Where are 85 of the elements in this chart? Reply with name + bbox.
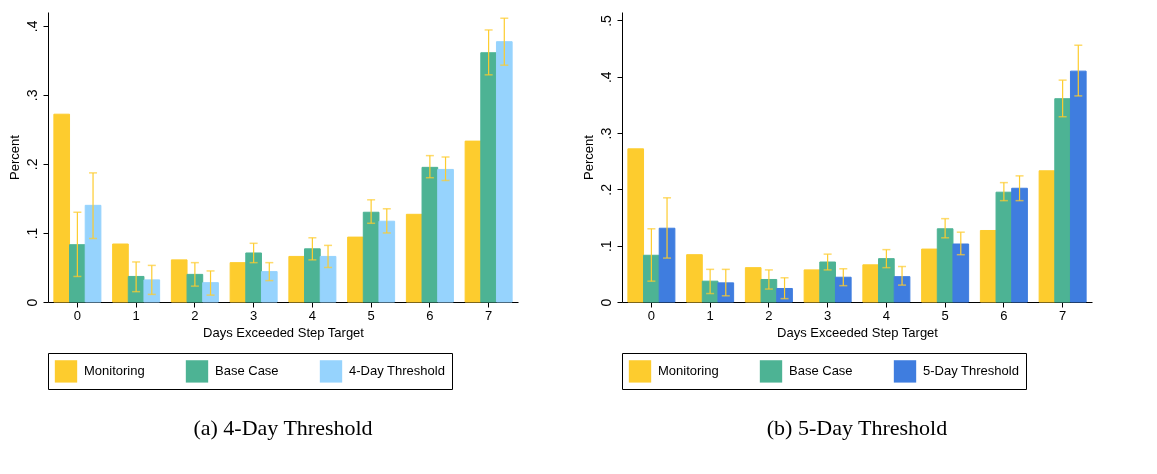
bar — [112, 243, 129, 303]
bar — [421, 166, 439, 303]
bar — [378, 220, 396, 303]
legend-label: Base Case — [789, 363, 853, 379]
bar — [803, 269, 821, 303]
bar — [319, 255, 337, 303]
bar — [84, 204, 102, 303]
bar — [347, 236, 364, 303]
legend-label: Monitoring — [658, 363, 719, 379]
y-axis-title: Percent — [580, 134, 596, 180]
bar — [186, 273, 204, 303]
x-tick-label: 5 — [941, 307, 949, 323]
bar — [776, 287, 793, 303]
bar — [834, 276, 852, 303]
x-tick-label: 7 — [1059, 307, 1067, 323]
x-tick-label: 0 — [647, 307, 655, 323]
bar — [1069, 70, 1087, 303]
bar — [53, 113, 71, 303]
y-tick-label: 0 — [597, 298, 614, 307]
x-tick-label: 1 — [706, 307, 714, 323]
y-axis-title: Percent — [6, 134, 22, 180]
bar — [1054, 98, 1071, 303]
x-tick-label: 1 — [132, 307, 140, 323]
bar — [170, 259, 188, 303]
bar — [744, 267, 762, 303]
x-axis-title: Days Exceeded Step Target — [203, 324, 365, 340]
y-tick-label: .1 — [597, 240, 614, 253]
y-tick-label: .1 — [23, 227, 40, 240]
y-tick-label: 0 — [23, 298, 40, 307]
bar — [643, 254, 660, 303]
legend-label: Monitoring — [84, 363, 145, 379]
y-tick-label: .2 — [23, 158, 40, 171]
y-tick-label: .4 — [597, 71, 614, 84]
x-tick-label: 3 — [824, 307, 832, 323]
x-tick-label: 6 — [1000, 307, 1008, 323]
bar — [405, 213, 423, 303]
y-tick-label: .3 — [23, 89, 40, 102]
x-axis-title: Days Exceeded Step Target — [777, 324, 939, 340]
bar — [1011, 187, 1028, 303]
bar — [995, 191, 1013, 303]
text: (a) 4-Day Threshold — [193, 414, 373, 440]
x-tick-label: 0 — [73, 307, 81, 323]
x-tick-label: 4 — [308, 307, 316, 323]
bar — [288, 255, 306, 303]
bar — [921, 248, 938, 303]
legend-label: 5-Day Threshold — [923, 363, 1019, 379]
bar — [245, 252, 262, 303]
x-tick-label: 6 — [426, 307, 434, 323]
y-tick-label: .5 — [597, 14, 614, 27]
bar — [1038, 170, 1056, 303]
y-tick-label: .2 — [597, 183, 614, 196]
bar — [893, 276, 911, 303]
bar — [495, 41, 513, 303]
bar — [229, 262, 247, 303]
bar — [202, 282, 219, 303]
bar — [760, 278, 778, 303]
bar — [658, 227, 676, 303]
x-tick-label: 7 — [485, 307, 493, 323]
bar — [304, 248, 321, 303]
bar — [878, 258, 895, 303]
bar — [69, 244, 86, 303]
text: (b) 5-Day Threshold — [766, 414, 948, 440]
bar — [952, 243, 970, 303]
bar — [862, 264, 880, 303]
bar — [979, 229, 997, 303]
legend-label: Base Case — [215, 363, 279, 379]
bar — [480, 52, 497, 303]
bar — [362, 211, 380, 303]
bar — [260, 271, 278, 303]
bar — [627, 148, 645, 303]
bar — [819, 261, 836, 303]
x-tick-label: 2 — [191, 307, 199, 323]
bar — [143, 279, 161, 303]
legend-label: 4-Day Threshold — [349, 363, 445, 379]
x-tick-label: 2 — [765, 307, 773, 323]
bar — [464, 140, 482, 303]
bar — [437, 168, 454, 303]
bar — [717, 282, 735, 303]
bar — [686, 254, 703, 303]
bar — [936, 228, 954, 303]
y-tick-label: .3 — [597, 127, 614, 140]
x-tick-label: 3 — [250, 307, 258, 323]
x-tick-label: 4 — [882, 307, 890, 323]
x-tick-label: 5 — [367, 307, 375, 323]
y-tick-label: .4 — [23, 20, 40, 33]
